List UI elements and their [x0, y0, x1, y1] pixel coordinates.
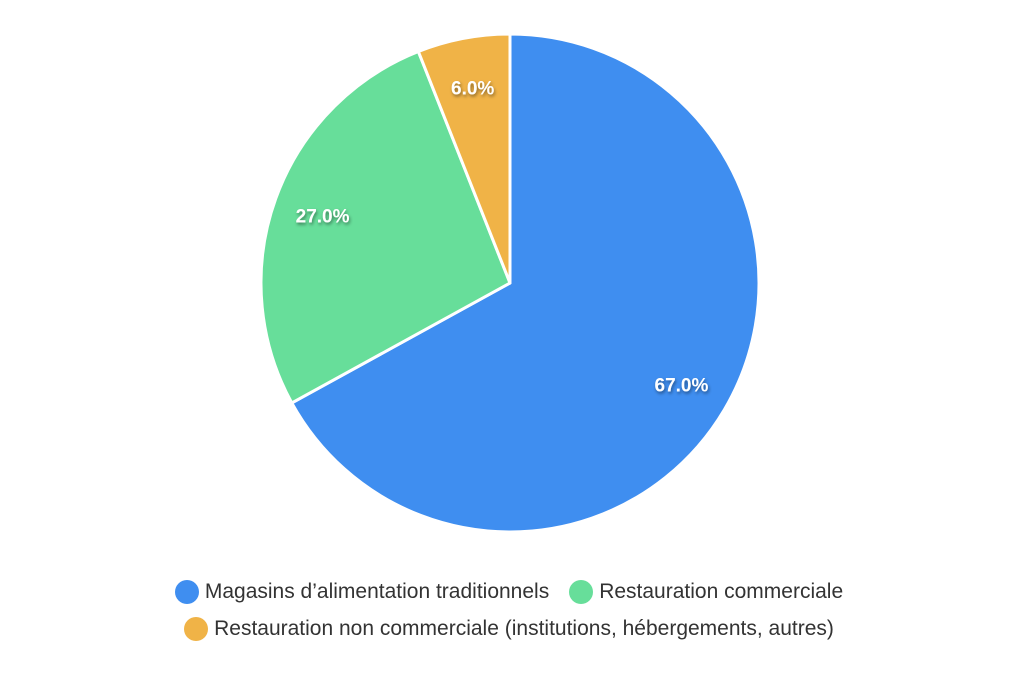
slice-restauration-non-commerciale[interactable] — [416, 32, 512, 285]
slice-percent-label: 27.0% — [296, 207, 350, 228]
legend-dot-blue-icon — [174, 580, 199, 604]
legend-item-restauration-non-commerciale[interactable]: Restauration non commerciale (institutio… — [184, 617, 834, 641]
slice-percent-label: 6.0% — [451, 78, 494, 99]
legend-dot-orange-icon — [184, 617, 209, 641]
slice-magasins[interactable] — [290, 32, 761, 534]
legend-label: Restauration non commerciale (institutio… — [214, 617, 834, 640]
legend-item-restauration-commerciale[interactable]: Restauration commerciale — [569, 580, 843, 604]
legend-row-2: Restauration non commerciale (institutio… — [0, 617, 1018, 641]
legend-label: Restauration commerciale — [599, 580, 844, 603]
legend-row-1: Magasins d’alimentation traditionnels Re… — [0, 580, 1018, 604]
pie-chart: 67.0% 27.0% 6.0% — [259, 32, 761, 534]
slice-percent-label: 67.0% — [655, 375, 709, 396]
legend-item-magasins[interactable]: Magasins d’alimentation traditionnels — [174, 580, 550, 604]
legend-label: Magasins d’alimentation traditionnels — [204, 580, 550, 603]
legend-dot-green-icon — [569, 580, 594, 604]
slice-restauration-commerciale[interactable] — [259, 49, 512, 405]
